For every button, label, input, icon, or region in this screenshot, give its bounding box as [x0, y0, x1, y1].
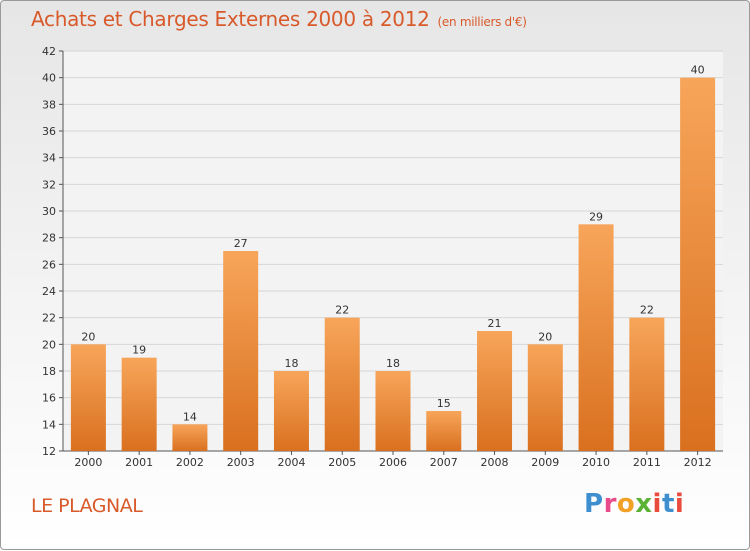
x-tick-label-2000: 2000 — [74, 456, 102, 469]
x-tick-label-2009: 2009 — [531, 456, 559, 469]
y-tick-label: 20 — [42, 338, 56, 351]
bar-2003 — [223, 251, 259, 451]
bar-2005 — [324, 317, 360, 451]
data-label-2000: 20 — [81, 330, 95, 343]
y-tick-label: 18 — [42, 365, 56, 378]
data-label-2009: 20 — [538, 330, 552, 343]
y-tick-label: 42 — [42, 45, 56, 58]
data-label-2006: 18 — [386, 357, 400, 370]
x-tick-label-2008: 2008 — [481, 456, 509, 469]
data-label-2004: 18 — [284, 357, 298, 370]
y-tick-label: 26 — [42, 258, 56, 271]
y-tick-label: 12 — [42, 445, 56, 458]
bar-2007 — [426, 411, 462, 451]
data-label-2005: 22 — [335, 304, 349, 317]
y-tick-label: 22 — [42, 312, 56, 325]
y-tick-label: 14 — [42, 418, 56, 431]
y-tick-label: 34 — [42, 152, 56, 165]
data-label-2002: 14 — [183, 410, 197, 423]
data-label-2008: 21 — [488, 317, 502, 330]
bar-2010 — [578, 224, 614, 451]
x-tick-label-2005: 2005 — [328, 456, 356, 469]
x-tick-label-2010: 2010 — [582, 456, 610, 469]
y-tick-label: 38 — [42, 98, 56, 111]
bar-2008 — [477, 331, 513, 451]
bar-2012 — [680, 77, 716, 452]
x-tick-label-2012: 2012 — [684, 456, 712, 469]
y-tick-label: 16 — [42, 392, 56, 405]
x-tick-label-2007: 2007 — [430, 456, 458, 469]
bar-2009 — [527, 344, 563, 451]
data-label-2001: 19 — [132, 344, 146, 357]
data-label-2007: 15 — [437, 397, 451, 410]
y-tick-label: 30 — [42, 205, 56, 218]
chart-title-text: Achats et Charges Externes 2000 à 2012 — [31, 7, 430, 31]
x-tick-label-2003: 2003 — [227, 456, 255, 469]
proxiti-logo: Proxiti — [584, 489, 685, 519]
x-tick-label-2004: 2004 — [277, 456, 305, 469]
x-tick-label-2002: 2002 — [176, 456, 204, 469]
chart-unit: (en milliers d'€) — [437, 15, 527, 29]
y-tick-label: 40 — [42, 72, 56, 85]
data-label-2012: 40 — [691, 64, 705, 77]
bar-2001 — [121, 357, 157, 451]
bar-2002 — [172, 424, 208, 451]
bar-2006 — [375, 371, 411, 451]
y-tick-label: 28 — [42, 232, 56, 245]
data-label-2011: 22 — [640, 304, 654, 317]
chart-title: Achats et Charges Externes 2000 à 2012 (e… — [31, 7, 527, 31]
y-tick-label: 36 — [42, 125, 56, 138]
bar-2011 — [629, 317, 665, 451]
x-tick-label-2006: 2006 — [379, 456, 407, 469]
x-tick-label-2011: 2011 — [633, 456, 661, 469]
y-tick-label: 24 — [42, 285, 56, 298]
commune-name: LE PLAGNAL — [31, 495, 143, 517]
data-label-2003: 27 — [234, 237, 248, 250]
data-label-2010: 29 — [589, 210, 603, 223]
y-tick-label: 32 — [42, 178, 56, 191]
bar-2004 — [273, 371, 309, 451]
bar-2000 — [70, 344, 106, 451]
x-tick-label-2001: 2001 — [125, 456, 153, 469]
